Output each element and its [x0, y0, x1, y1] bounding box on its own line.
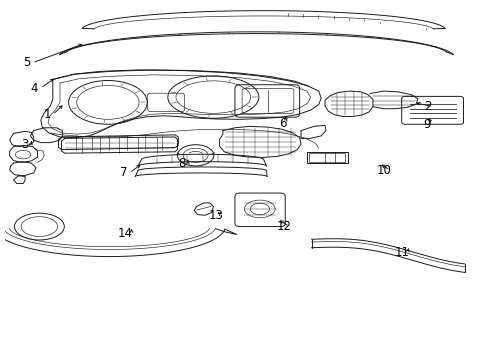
Text: 12: 12 — [276, 220, 291, 233]
Text: 11: 11 — [393, 246, 408, 259]
Text: 8: 8 — [178, 157, 185, 170]
Bar — [308, 153, 345, 162]
Text: 13: 13 — [208, 209, 223, 222]
Bar — [306, 152, 347, 163]
Text: 10: 10 — [376, 164, 391, 177]
Text: 5: 5 — [23, 57, 30, 69]
Text: 1: 1 — [43, 108, 51, 121]
Text: 7: 7 — [120, 166, 127, 179]
Text: 2: 2 — [423, 100, 430, 113]
Text: 14: 14 — [118, 227, 133, 240]
Text: 9: 9 — [422, 118, 429, 131]
Text: 3: 3 — [21, 138, 29, 151]
Text: 6: 6 — [279, 117, 286, 130]
Text: 4: 4 — [31, 82, 38, 95]
